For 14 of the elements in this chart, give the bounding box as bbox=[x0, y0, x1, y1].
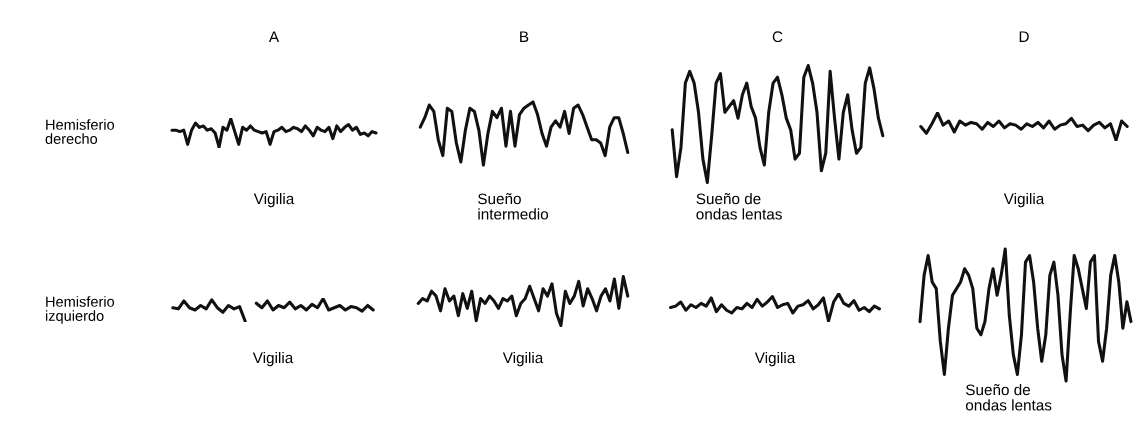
y-axis-title: Hemisferio izquierdo bbox=[45, 296, 115, 324]
x-axis-title: Sueño de ondas lentas bbox=[696, 193, 782, 220]
x-axis-title: Sueño de ondas lentas bbox=[965, 384, 1052, 411]
x-axis-title: Vigilia bbox=[252, 352, 294, 367]
x-axis-title: Vigilia bbox=[253, 193, 295, 208]
x-axis-title: Vigilia bbox=[754, 352, 796, 367]
chart-title: C bbox=[772, 31, 783, 43]
x-axis-title: Sueño intermedio bbox=[478, 193, 549, 220]
y-axis-title: Hemisferio derecho bbox=[45, 119, 115, 144]
chart-title: D bbox=[1019, 31, 1029, 42]
x-axis-title: Vigilia bbox=[502, 352, 544, 367]
x-axis-title: Vigilia bbox=[1003, 193, 1045, 208]
chart-title: B bbox=[520, 31, 529, 42]
chart-title: A bbox=[268, 31, 280, 42]
